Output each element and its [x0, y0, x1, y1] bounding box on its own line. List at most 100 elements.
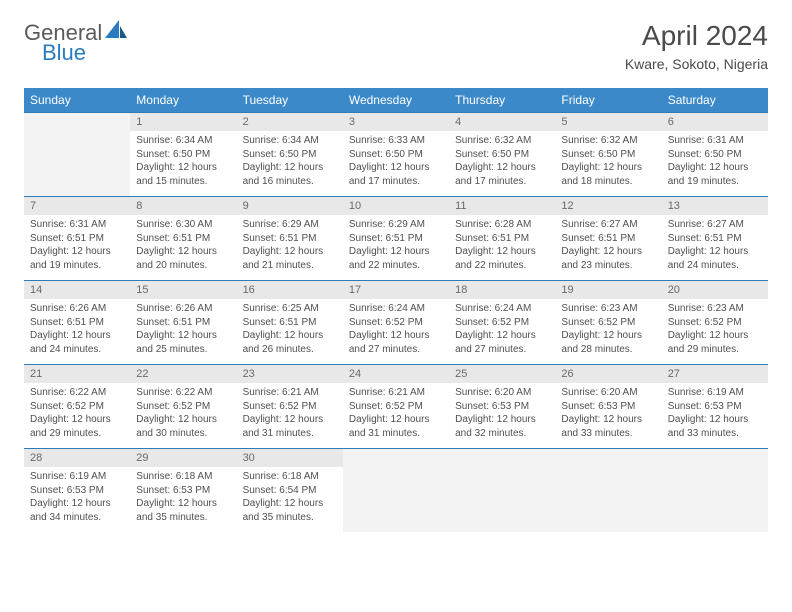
weekday-header: Tuesday [237, 88, 343, 113]
daylight-line: Daylight: 12 hours and 31 minutes. [349, 413, 443, 440]
sunset-line: Sunset: 6:53 PM [455, 400, 549, 414]
day-number-cell: 19 [555, 281, 661, 300]
day-data-row: Sunrise: 6:31 AMSunset: 6:51 PMDaylight:… [24, 215, 768, 281]
day-number-cell: 8 [130, 197, 236, 216]
day-data-cell: Sunrise: 6:31 AMSunset: 6:51 PMDaylight:… [24, 215, 130, 281]
day-data-cell [449, 467, 555, 532]
header: General Blue April 2024 Kware, Sokoto, N… [24, 20, 768, 72]
sunrise-line: Sunrise: 6:31 AM [668, 134, 762, 148]
daylight-line: Daylight: 12 hours and 24 minutes. [30, 329, 124, 356]
day-data-row: Sunrise: 6:19 AMSunset: 6:53 PMDaylight:… [24, 467, 768, 532]
sunset-line: Sunset: 6:52 PM [668, 316, 762, 330]
daylight-line: Daylight: 12 hours and 35 minutes. [136, 497, 230, 524]
day-data-cell: Sunrise: 6:31 AMSunset: 6:50 PMDaylight:… [662, 131, 768, 197]
daylight-line: Daylight: 12 hours and 29 minutes. [668, 329, 762, 356]
day-data-cell: Sunrise: 6:26 AMSunset: 6:51 PMDaylight:… [130, 299, 236, 365]
daylight-line: Daylight: 12 hours and 17 minutes. [455, 161, 549, 188]
day-number-cell: 23 [237, 365, 343, 384]
calendar-body: 123456Sunrise: 6:34 AMSunset: 6:50 PMDay… [24, 113, 768, 533]
sunset-line: Sunset: 6:52 PM [349, 316, 443, 330]
day-data-cell: Sunrise: 6:27 AMSunset: 6:51 PMDaylight:… [662, 215, 768, 281]
day-number-cell: 24 [343, 365, 449, 384]
daylight-line: Daylight: 12 hours and 28 minutes. [561, 329, 655, 356]
day-number-row: 21222324252627 [24, 365, 768, 384]
day-number-cell: 21 [24, 365, 130, 384]
sunset-line: Sunset: 6:51 PM [668, 232, 762, 246]
sunset-line: Sunset: 6:52 PM [561, 316, 655, 330]
daylight-line: Daylight: 12 hours and 22 minutes. [349, 245, 443, 272]
day-data-cell: Sunrise: 6:34 AMSunset: 6:50 PMDaylight:… [130, 131, 236, 197]
day-data-cell: Sunrise: 6:20 AMSunset: 6:53 PMDaylight:… [449, 383, 555, 449]
day-data-cell: Sunrise: 6:30 AMSunset: 6:51 PMDaylight:… [130, 215, 236, 281]
sunrise-line: Sunrise: 6:22 AM [30, 386, 124, 400]
sunset-line: Sunset: 6:53 PM [668, 400, 762, 414]
calendar-table: Sunday Monday Tuesday Wednesday Thursday… [24, 88, 768, 532]
daylight-line: Daylight: 12 hours and 25 minutes. [136, 329, 230, 356]
day-number-cell: 3 [343, 113, 449, 132]
day-data-cell: Sunrise: 6:23 AMSunset: 6:52 PMDaylight:… [555, 299, 661, 365]
sunset-line: Sunset: 6:51 PM [243, 316, 337, 330]
daylight-line: Daylight: 12 hours and 19 minutes. [668, 161, 762, 188]
day-number-cell: 17 [343, 281, 449, 300]
day-data-cell: Sunrise: 6:28 AMSunset: 6:51 PMDaylight:… [449, 215, 555, 281]
daylight-line: Daylight: 12 hours and 21 minutes. [243, 245, 337, 272]
day-number-cell [343, 449, 449, 468]
sunrise-line: Sunrise: 6:20 AM [561, 386, 655, 400]
day-number-cell: 13 [662, 197, 768, 216]
sunrise-line: Sunrise: 6:23 AM [668, 302, 762, 316]
daylight-line: Daylight: 12 hours and 16 minutes. [243, 161, 337, 188]
day-data-cell: Sunrise: 6:26 AMSunset: 6:51 PMDaylight:… [24, 299, 130, 365]
sunset-line: Sunset: 6:51 PM [30, 316, 124, 330]
day-data-cell: Sunrise: 6:34 AMSunset: 6:50 PMDaylight:… [237, 131, 343, 197]
day-number-cell: 9 [237, 197, 343, 216]
sunset-line: Sunset: 6:51 PM [561, 232, 655, 246]
sunset-line: Sunset: 6:52 PM [349, 400, 443, 414]
sunrise-line: Sunrise: 6:27 AM [668, 218, 762, 232]
sunset-line: Sunset: 6:52 PM [30, 400, 124, 414]
sunset-line: Sunset: 6:51 PM [455, 232, 549, 246]
daylight-line: Daylight: 12 hours and 22 minutes. [455, 245, 549, 272]
sunset-line: Sunset: 6:50 PM [349, 148, 443, 162]
day-number-cell: 28 [24, 449, 130, 468]
daylight-line: Daylight: 12 hours and 15 minutes. [136, 161, 230, 188]
day-data-cell: Sunrise: 6:19 AMSunset: 6:53 PMDaylight:… [24, 467, 130, 532]
weekday-header: Thursday [449, 88, 555, 113]
sunrise-line: Sunrise: 6:28 AM [455, 218, 549, 232]
day-number-cell: 12 [555, 197, 661, 216]
daylight-line: Daylight: 12 hours and 18 minutes. [561, 161, 655, 188]
day-number-cell: 16 [237, 281, 343, 300]
sunrise-line: Sunrise: 6:25 AM [243, 302, 337, 316]
day-number-cell: 15 [130, 281, 236, 300]
daylight-line: Daylight: 12 hours and 29 minutes. [30, 413, 124, 440]
sunset-line: Sunset: 6:53 PM [561, 400, 655, 414]
sunrise-line: Sunrise: 6:20 AM [455, 386, 549, 400]
day-data-cell: Sunrise: 6:20 AMSunset: 6:53 PMDaylight:… [555, 383, 661, 449]
sunrise-line: Sunrise: 6:26 AM [30, 302, 124, 316]
sunrise-line: Sunrise: 6:30 AM [136, 218, 230, 232]
day-number-cell: 18 [449, 281, 555, 300]
day-data-cell [24, 131, 130, 197]
sunrise-line: Sunrise: 6:34 AM [243, 134, 337, 148]
daylight-line: Daylight: 12 hours and 33 minutes. [561, 413, 655, 440]
sunset-line: Sunset: 6:51 PM [136, 316, 230, 330]
day-data-cell: Sunrise: 6:22 AMSunset: 6:52 PMDaylight:… [24, 383, 130, 449]
sunset-line: Sunset: 6:52 PM [455, 316, 549, 330]
daylight-line: Daylight: 12 hours and 27 minutes. [349, 329, 443, 356]
weekday-header-row: Sunday Monday Tuesday Wednesday Thursday… [24, 88, 768, 113]
day-data-cell [555, 467, 661, 532]
weekday-header: Wednesday [343, 88, 449, 113]
day-data-cell: Sunrise: 6:29 AMSunset: 6:51 PMDaylight:… [237, 215, 343, 281]
sunset-line: Sunset: 6:51 PM [243, 232, 337, 246]
day-data-cell: Sunrise: 6:24 AMSunset: 6:52 PMDaylight:… [449, 299, 555, 365]
sunrise-line: Sunrise: 6:24 AM [455, 302, 549, 316]
sunrise-line: Sunrise: 6:29 AM [349, 218, 443, 232]
sunset-line: Sunset: 6:51 PM [30, 232, 124, 246]
day-number-cell [24, 113, 130, 132]
day-number-cell: 2 [237, 113, 343, 132]
day-data-row: Sunrise: 6:22 AMSunset: 6:52 PMDaylight:… [24, 383, 768, 449]
day-number-cell: 4 [449, 113, 555, 132]
daylight-line: Daylight: 12 hours and 23 minutes. [561, 245, 655, 272]
daylight-line: Daylight: 12 hours and 26 minutes. [243, 329, 337, 356]
day-number-cell [449, 449, 555, 468]
day-data-cell: Sunrise: 6:19 AMSunset: 6:53 PMDaylight:… [662, 383, 768, 449]
